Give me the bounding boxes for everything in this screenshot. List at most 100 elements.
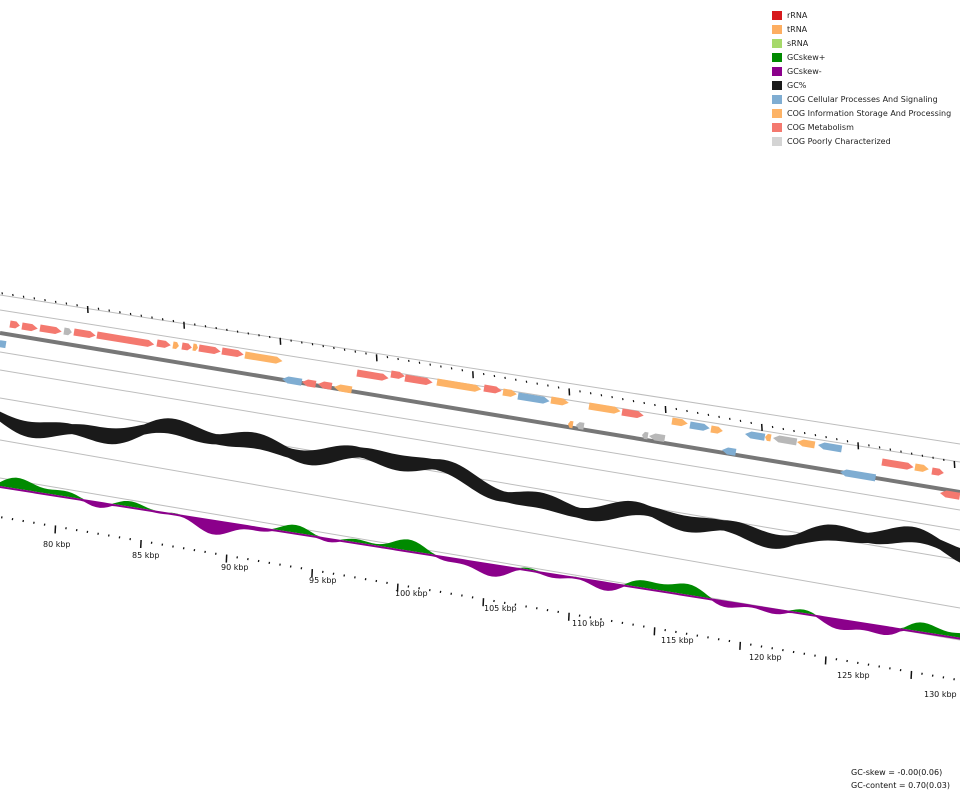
gene-arrow <box>73 328 96 339</box>
gene-arrow <box>21 322 38 332</box>
tick-label-100kbp: 100 kbp <box>395 589 428 598</box>
gene-arrow <box>334 384 353 394</box>
position-tick-ring <box>0 516 955 681</box>
legend-swatch <box>772 66 782 76</box>
gene-arrow <box>765 433 772 442</box>
legend-item-cog-information: COG Information Storage And Processing <box>772 106 951 120</box>
legend-label: GCskew+ <box>787 52 826 62</box>
gene-arrow <box>689 421 710 431</box>
tick-label-130kbp: 130 kbp <box>924 690 957 699</box>
legend-item-trna: tRNA <box>772 22 951 36</box>
gene-arrow <box>483 384 502 394</box>
gene-arrow <box>649 433 666 443</box>
tick-label-80kbp: 80 kbp <box>43 540 71 549</box>
gene-arrow <box>181 342 192 351</box>
tick-label-125kbp: 125 kbp <box>837 671 870 680</box>
legend: rRNA tRNA sRNA GCskew+ GCskew- GC% COG C… <box>772 8 951 148</box>
gene-arrow <box>671 417 688 427</box>
gene-arrow <box>931 467 944 476</box>
gene-arrow <box>302 379 317 388</box>
gene-arrow <box>840 469 877 482</box>
legend-label: tRNA <box>787 24 808 34</box>
legend-item-rrna: rRNA <box>772 8 951 22</box>
gc-content-track <box>0 411 960 563</box>
legend-label: COG Metabolism <box>787 122 854 132</box>
legend-label: sRNA <box>787 38 809 48</box>
legend-label: COG Information Storage And Processing <box>787 108 952 118</box>
legend-item-cog-poorly: COG Poorly Characterized <box>772 134 951 148</box>
gene-arrow <box>588 402 621 414</box>
gene-arrow <box>722 447 737 456</box>
legend-swatch <box>772 94 782 104</box>
gene-arrow <box>192 343 198 351</box>
gene-arrow <box>436 378 482 392</box>
legend-swatch <box>772 10 782 20</box>
gene-arrow <box>568 420 574 429</box>
legend-swatch <box>772 108 782 118</box>
tick-label-120kbp: 120 kbp <box>749 653 782 662</box>
legend-label: GCskew- <box>787 66 822 76</box>
gene-arrow <box>198 344 221 355</box>
genome-backbone <box>0 331 960 494</box>
outer-tick-ring <box>1 292 956 469</box>
legend-item-gc-percent: GC% <box>772 78 951 92</box>
gene-arrow <box>0 340 7 349</box>
gene-arrow <box>156 339 171 348</box>
gene-arrow <box>621 408 644 419</box>
legend-swatch <box>772 24 782 34</box>
gene-arrow <box>221 347 244 358</box>
gene-arrow <box>9 320 20 329</box>
gene-arrow <box>318 381 333 390</box>
gene-arrow <box>914 463 929 472</box>
legend-swatch <box>772 38 782 48</box>
gene-arrow <box>96 331 155 347</box>
gene-arrow <box>940 490 960 500</box>
gene-arrow <box>576 422 585 430</box>
gene-arrow <box>642 431 649 440</box>
gc-skew-stat: GC-skew = -0.00(0.06) <box>851 768 943 777</box>
gene-arrow <box>517 392 550 404</box>
legend-item-cog-cellular: COG Cellular Processes And Signaling <box>772 92 951 106</box>
gene-arrow <box>818 442 843 453</box>
gene-arrow <box>39 324 62 335</box>
gene-arrow <box>550 396 569 406</box>
legend-item-cog-metabolism: COG Metabolism <box>772 120 951 134</box>
legend-label: rRNA <box>787 10 808 20</box>
legend-item-gcskew-neg: GCskew- <box>772 64 951 78</box>
gene-arrow <box>63 327 72 336</box>
legend-label: COG Poorly Characterized <box>787 136 891 146</box>
reverse-strand-genes <box>0 340 960 500</box>
legend-swatch <box>772 136 782 146</box>
gene-arrow <box>404 374 433 386</box>
tick-label-115kbp: 115 kbp <box>661 636 694 645</box>
gene-arrow <box>390 370 405 379</box>
tick-label-95kbp: 95 kbp <box>309 576 337 585</box>
gene-arrow <box>356 369 389 381</box>
tick-label-105kbp: 105 kbp <box>484 604 517 613</box>
gc-skew-negative-track <box>0 486 960 640</box>
gene-arrow <box>773 435 798 446</box>
gene-arrow <box>244 351 283 364</box>
legend-swatch <box>772 122 782 132</box>
gene-arrow <box>502 388 517 397</box>
forward-strand-genes <box>9 320 944 476</box>
gc-content-stat: GC-content = 0.70(0.03) <box>851 781 950 790</box>
legend-label: GC% <box>787 80 807 90</box>
tick-label-85kbp: 85 kbp <box>132 551 160 560</box>
genome-stats: GC-skew = -0.00(0.06) GC-content = 0.70(… <box>851 766 950 792</box>
gene-arrow <box>797 439 816 449</box>
legend-swatch <box>772 80 782 90</box>
tick-label-90kbp: 90 kbp <box>221 563 249 572</box>
tick-label-110kbp: 110 kbp <box>572 619 605 628</box>
gene-arrow <box>710 425 723 434</box>
legend-label: COG Cellular Processes And Signaling <box>787 94 938 104</box>
legend-item-srna: sRNA <box>772 36 951 50</box>
legend-item-gcskew-pos: GCskew+ <box>772 50 951 64</box>
gene-arrow <box>172 341 179 350</box>
legend-swatch <box>772 52 782 62</box>
position-tick-labels: 80 kbp 85 kbp 90 kbp 95 kbp 100 kbp 105 … <box>43 540 957 699</box>
gene-arrow <box>881 458 914 470</box>
gene-arrow <box>745 431 766 441</box>
gene-arrow <box>282 376 303 386</box>
